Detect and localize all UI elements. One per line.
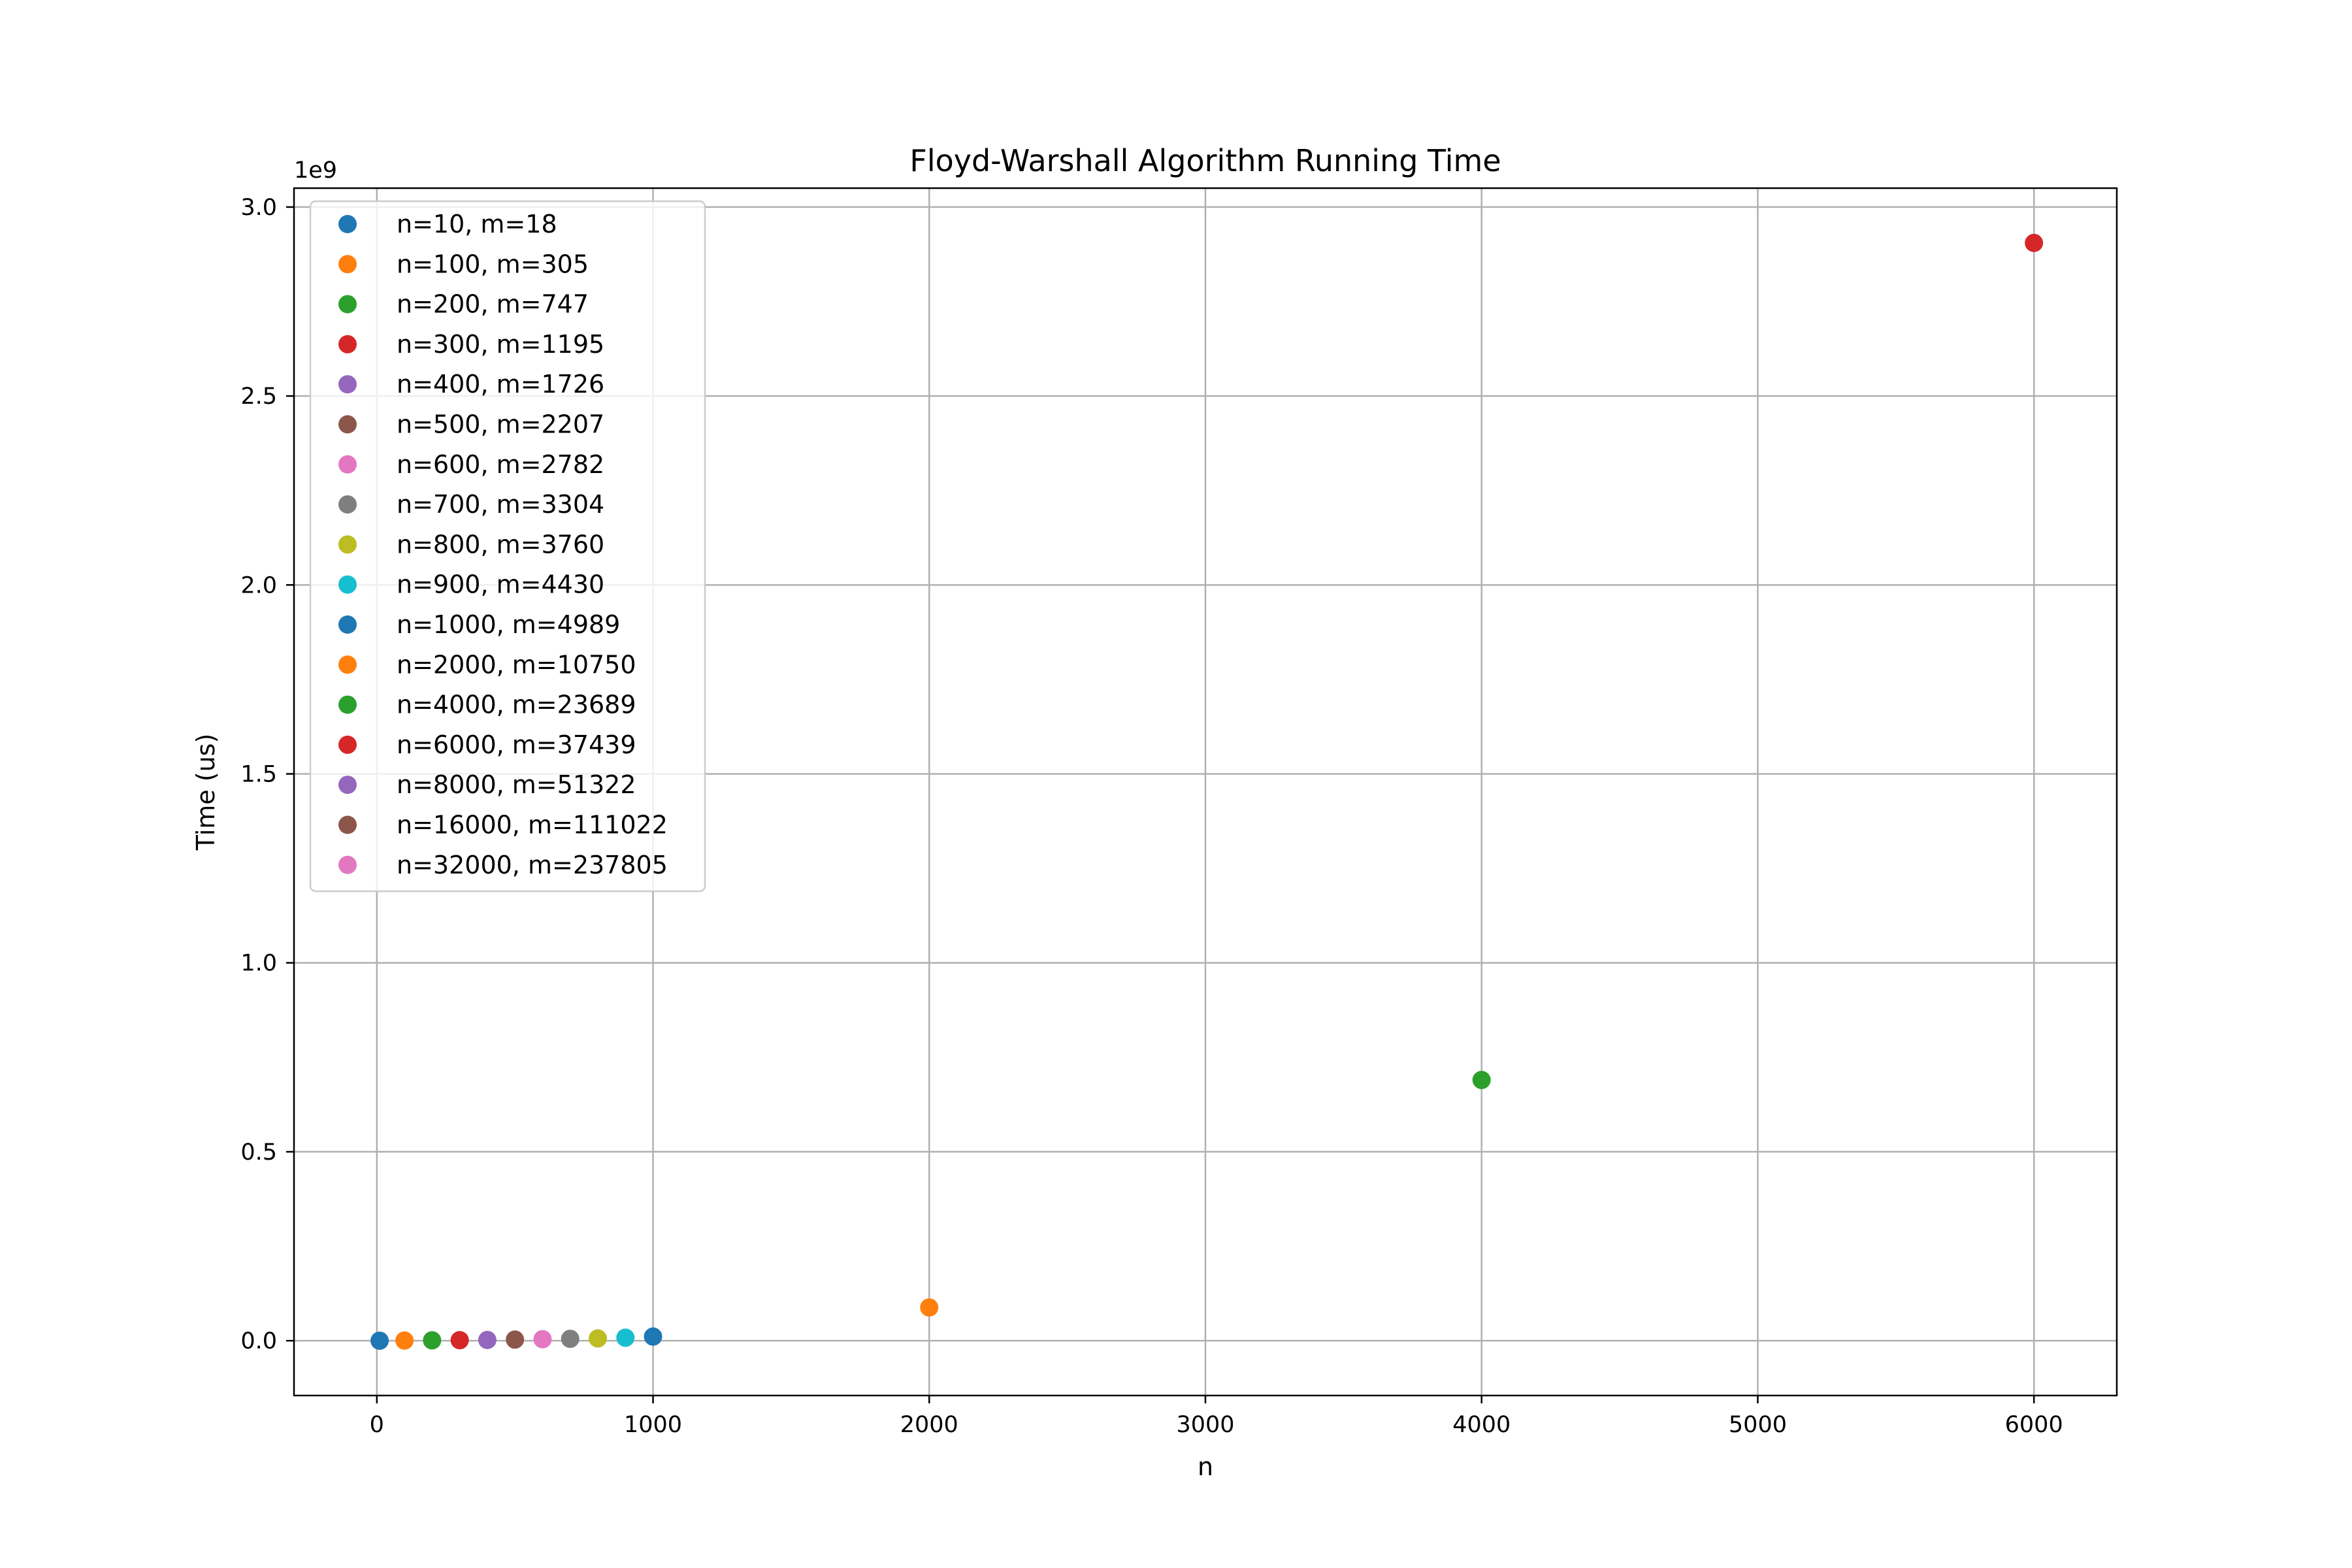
legend-marker	[338, 375, 357, 394]
y-offset-label: 1e9	[294, 157, 337, 184]
legend-label: n=800, m=3760	[397, 530, 604, 559]
y-axis-label: Time (us)	[191, 734, 220, 851]
x-tick-label: 5000	[1729, 1412, 1787, 1438]
data-point	[1472, 1071, 1491, 1090]
data-point	[644, 1327, 662, 1346]
legend-box	[309, 200, 706, 892]
legend-label: n=500, m=2207	[397, 410, 604, 439]
data-point	[533, 1330, 552, 1348]
legend-label: n=4000, m=23689	[397, 691, 636, 719]
legend-label: n=16000, m=111022	[397, 811, 668, 840]
legend-marker	[338, 615, 357, 634]
legend-marker	[338, 735, 357, 754]
legend-marker	[338, 655, 357, 674]
chart-title: Floyd-Warshall Algorithm Running Time	[909, 143, 1501, 178]
legend-marker	[338, 495, 357, 514]
x-tick-label: 0	[370, 1412, 384, 1438]
data-point	[423, 1331, 442, 1350]
data-point	[506, 1330, 525, 1349]
x-tick-label: 2000	[900, 1412, 958, 1438]
legend-label: n=200, m=747	[397, 290, 589, 319]
legend-marker	[338, 815, 357, 834]
legend-label: n=400, m=1726	[397, 370, 604, 399]
x-tick-label: 4000	[1452, 1412, 1511, 1438]
legend-marker	[338, 455, 357, 474]
legend-label: n=600, m=2782	[397, 450, 604, 479]
y-tick-label: 1.5	[240, 762, 277, 788]
legend-label: n=10, m=18	[397, 210, 557, 238]
y-tick-label: 2.5	[240, 384, 277, 410]
data-point	[370, 1331, 389, 1350]
data-point	[395, 1331, 414, 1350]
legend-marker	[338, 215, 357, 233]
legend-marker	[338, 255, 357, 274]
legend-marker	[338, 855, 357, 874]
y-tick-label: 3.0	[240, 195, 277, 221]
x-tick-label: 3000	[1176, 1412, 1234, 1438]
axis-ticks: 0 1000 2000 3000 4000 5000 6000 0.0 0.5 1.0 1.5 2.0…	[240, 195, 2063, 1438]
data-point	[589, 1329, 607, 1348]
legend-label: n=300, m=1195	[397, 330, 604, 359]
legend-label: n=8000, m=51322	[397, 770, 636, 799]
data-point	[920, 1298, 939, 1317]
y-tick-label: 0.5	[240, 1139, 277, 1166]
legend: n=10, m=18 n=100, m=305 n=200, m=747 n=300,…	[309, 200, 706, 892]
y-tick-label: 0.0	[240, 1328, 277, 1354]
legend-marker	[338, 776, 357, 794]
legend-marker	[338, 695, 357, 714]
data-point	[478, 1330, 497, 1349]
legend-label: n=6000, m=37439	[397, 730, 636, 759]
legend-label: n=2000, m=10750	[397, 650, 636, 679]
x-tick-label: 1000	[624, 1412, 682, 1438]
data-point	[2025, 233, 2044, 252]
legend-label: n=700, m=3304	[397, 490, 604, 519]
x-tick-label: 6000	[2005, 1412, 2063, 1438]
legend-label: n=100, m=305	[397, 250, 589, 278]
legend-marker	[338, 335, 357, 353]
data-point	[616, 1328, 635, 1347]
legend-label: n=900, m=4430	[397, 570, 604, 599]
x-axis-label: n	[1198, 1452, 1213, 1481]
data-point	[450, 1331, 469, 1350]
legend-marker	[338, 535, 357, 554]
legend-label: n=32000, m=237805	[397, 851, 668, 879]
data-points	[370, 233, 2044, 1350]
y-tick-label: 1.0	[240, 951, 277, 977]
y-tick-label: 2.0	[240, 572, 277, 598]
data-point	[561, 1330, 580, 1348]
legend-label: n=1000, m=4989	[397, 610, 620, 639]
legend-marker	[338, 575, 357, 594]
legend-marker	[338, 295, 357, 314]
legend-marker	[338, 415, 357, 434]
